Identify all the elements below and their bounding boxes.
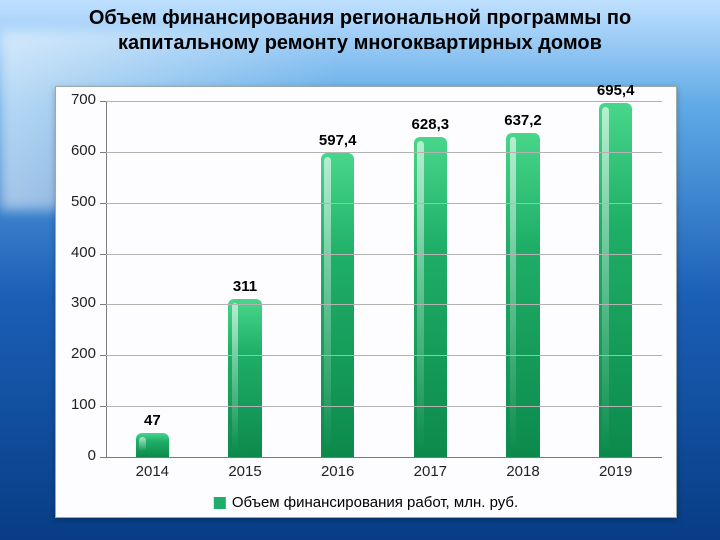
bar (136, 433, 169, 457)
x-tick-label: 2015 (228, 463, 261, 480)
gridline (106, 304, 662, 305)
bar-value-label: 637,2 (504, 112, 542, 129)
bar-value-label: 311 (233, 278, 257, 295)
bar-value-label: 47 (144, 412, 161, 429)
y-tick-label: 0 (56, 447, 96, 464)
gridline (106, 254, 662, 255)
x-tick-label: 2017 (414, 463, 447, 480)
y-tick (100, 101, 106, 102)
y-tick-label: 100 (56, 396, 96, 413)
x-tick-label: 2014 (136, 463, 169, 480)
legend: Объем финансирования работ, млн. руб. (214, 494, 518, 511)
x-tick-label: 2016 (321, 463, 354, 480)
y-tick-label: 500 (56, 193, 96, 210)
bar (506, 133, 539, 457)
chart-container: 47311597,4628,3637,2695,4 Объем финансир… (55, 86, 677, 518)
y-tick-label: 600 (56, 142, 96, 159)
gridline (106, 101, 662, 102)
y-tick (100, 203, 106, 204)
bars-layer: 47311597,4628,3637,2695,4 (106, 101, 662, 457)
x-axis (106, 457, 662, 458)
bar-value-label: 597,4 (319, 132, 357, 149)
y-tick (100, 254, 106, 255)
y-axis (106, 101, 107, 457)
y-tick-label: 400 (56, 244, 96, 261)
bar (599, 103, 632, 457)
x-tick-label: 2019 (599, 463, 632, 480)
y-tick (100, 304, 106, 305)
y-tick (100, 152, 106, 153)
y-tick-label: 200 (56, 345, 96, 362)
y-tick-label: 700 (56, 91, 96, 108)
bar-value-label: 695,4 (597, 82, 635, 99)
plot-area: 47311597,4628,3637,2695,4 (106, 101, 662, 457)
y-tick (100, 457, 106, 458)
bar (228, 299, 261, 457)
bar-value-label: 628,3 (412, 116, 450, 133)
gridline (106, 406, 662, 407)
gridline (106, 152, 662, 153)
x-tick-label: 2018 (506, 463, 539, 480)
bar (414, 137, 447, 457)
y-tick-label: 300 (56, 294, 96, 311)
gridline (106, 355, 662, 356)
chart-title: Объем финансирования региональной програ… (60, 6, 660, 56)
gridline (106, 203, 662, 204)
y-tick (100, 406, 106, 407)
legend-label: Объем финансирования работ, млн. руб. (232, 494, 518, 511)
y-tick (100, 355, 106, 356)
legend-swatch (214, 497, 226, 509)
